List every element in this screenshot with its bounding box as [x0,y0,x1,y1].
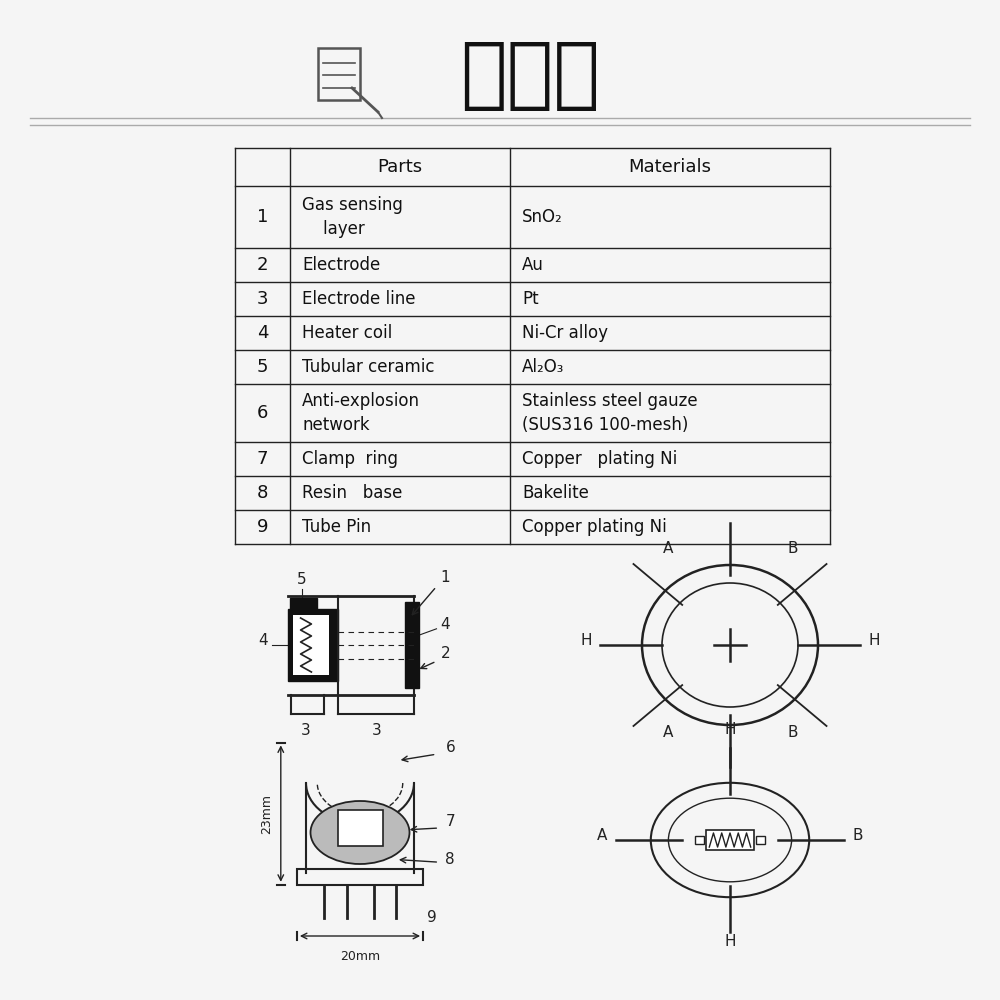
Text: 8: 8 [446,852,455,867]
Text: 1: 1 [257,208,268,226]
Text: A: A [597,828,607,843]
Text: 9: 9 [257,518,268,536]
Text: Parts: Parts [377,158,423,176]
Text: A: A [662,725,673,740]
Text: 5: 5 [297,572,306,587]
Text: Ni-Cr alloy: Ni-Cr alloy [522,324,608,342]
Text: Pt: Pt [522,290,539,308]
Text: 8: 8 [257,484,268,502]
Text: 3: 3 [257,290,268,308]
Text: SnO₂: SnO₂ [522,208,563,226]
Text: B: B [787,725,798,740]
Bar [318,48,360,100]
Text: Copper   plating Ni: Copper plating Ni [522,450,677,468]
Text: Au: Au [522,256,544,274]
Text: H: H [724,722,736,737]
Bar [292,615,328,675]
Bar [706,830,754,850]
Text: 4: 4 [257,324,268,342]
Text: 6: 6 [446,740,455,754]
Text: 7: 7 [257,450,268,468]
Text: Al₂O₃: Al₂O₃ [522,358,564,376]
Text: 4: 4 [441,617,450,632]
Text: 1: 1 [441,570,450,585]
Bar [756,836,765,844]
Text: H: H [580,633,592,648]
Bar [405,602,418,688]
Text: Tubular ceramic: Tubular ceramic [302,358,434,376]
Text: Resin   base: Resin base [302,484,402,502]
Text: B: B [787,541,798,556]
Text: 規格書: 規格書 [460,37,600,113]
Text: B: B [853,828,863,843]
Text: 4: 4 [258,633,268,648]
Text: Tube Pin: Tube Pin [302,518,371,536]
Text: Stainless steel gauze
(SUS316 100-mesh): Stainless steel gauze (SUS316 100-mesh) [522,391,698,434]
Text: Copper plating Ni: Copper plating Ni [522,518,667,536]
Text: A: A [662,541,673,556]
Text: 3: 3 [371,723,381,738]
Text: 6: 6 [257,404,268,422]
Text: 7: 7 [446,814,455,829]
Text: Electrode line: Electrode line [302,290,416,308]
Text: 9: 9 [428,910,437,926]
Text: Heater coil: Heater coil [302,324,392,342]
Bar [290,598,317,610]
Text: 20mm: 20mm [340,950,380,963]
Bar [288,609,338,681]
Bar [695,836,704,844]
Text: 5: 5 [257,358,268,376]
Text: 3: 3 [301,723,311,738]
Text: H: H [724,934,736,949]
Bar [338,810,382,846]
Text: 2: 2 [441,647,450,662]
Text: Electrode: Electrode [302,256,380,274]
Ellipse shape [310,801,410,864]
Bar [297,868,423,885]
Text: Gas sensing
    layer: Gas sensing layer [302,196,403,238]
Text: 23mm: 23mm [260,794,273,834]
Text: H: H [868,633,880,648]
Text: Anti-explosion
network: Anti-explosion network [302,391,420,434]
Text: Bakelite: Bakelite [522,484,589,502]
Text: Clamp  ring: Clamp ring [302,450,398,468]
Text: Materials: Materials [629,158,712,176]
Text: 2: 2 [257,256,268,274]
